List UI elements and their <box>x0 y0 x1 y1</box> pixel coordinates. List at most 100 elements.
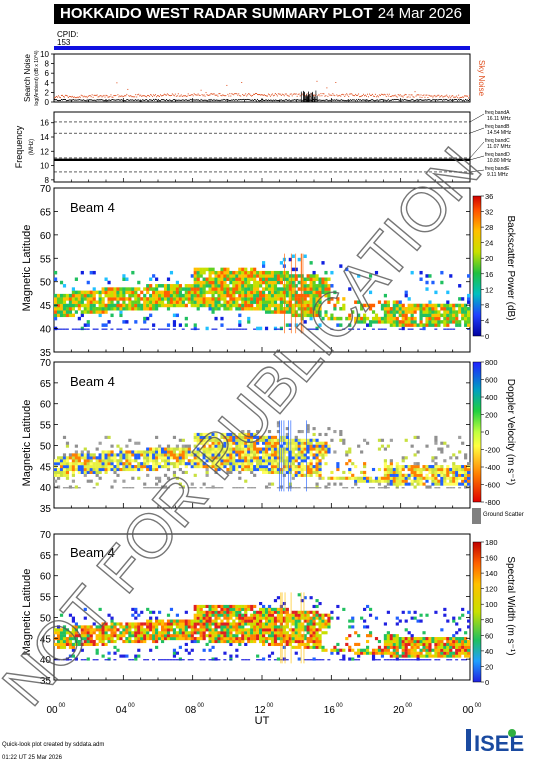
heatmap-cell <box>291 313 295 318</box>
noise-point <box>354 95 356 97</box>
heatmap-floor-cell <box>449 659 453 661</box>
noise-point <box>407 96 409 98</box>
heatmap-cell <box>434 307 438 311</box>
noise-point <box>178 95 180 97</box>
heatmap-cell <box>282 435 286 439</box>
heatmap-cell <box>404 648 408 652</box>
noise-point <box>393 95 395 97</box>
heatmap-cell <box>232 625 236 629</box>
heatmap-cell <box>125 628 129 632</box>
heatmap-cell <box>241 453 245 457</box>
heatmap-cell <box>172 450 177 454</box>
noise-point <box>467 95 469 97</box>
heatmap-cell <box>146 316 150 321</box>
heatmap-floor-cell <box>149 487 153 489</box>
heatmap-cell <box>357 444 361 448</box>
heatmap-cell <box>155 622 159 626</box>
heatmap-cell <box>395 323 399 327</box>
heatmap-floor-cell <box>226 328 230 330</box>
heatmap-cell <box>392 473 396 477</box>
heatmap-cell <box>131 270 135 275</box>
heatmap-cell <box>137 450 141 454</box>
heatmap-cell <box>217 438 221 442</box>
heatmap-cell <box>217 270 221 275</box>
heatmap-cell <box>276 465 281 469</box>
heatmap-cell <box>330 616 334 620</box>
heatmap-cell <box>256 297 260 301</box>
heatmap-cell <box>443 607 447 611</box>
noise-floor-point <box>214 100 216 102</box>
heatmap-cell <box>318 473 322 477</box>
heatmap-cell <box>318 462 322 466</box>
heatmap-cell <box>149 450 153 454</box>
heatmap-cell <box>226 303 230 308</box>
heatmap-cell <box>303 465 307 469</box>
freq-band-leader <box>469 169 485 173</box>
heatmap-cell <box>83 607 87 611</box>
noise-floor-point <box>354 99 356 101</box>
heatmap-cell <box>413 453 417 457</box>
heatmap-cell <box>140 610 144 614</box>
noise-point <box>240 95 242 97</box>
heatmap-cell <box>113 467 117 472</box>
heatmap-cell <box>214 287 218 291</box>
noise-floor-point <box>197 99 199 101</box>
heatmap-cell <box>140 462 144 466</box>
heatmap-cell <box>464 465 468 469</box>
heatmap-cell <box>223 459 227 463</box>
heatmap-cell <box>229 628 233 632</box>
heatmap-floor-cell <box>425 659 429 661</box>
heatmap-cell <box>345 642 349 646</box>
heatmap-cell <box>440 645 444 649</box>
heatmap-cell <box>155 293 159 298</box>
heatmap-cell <box>256 303 260 308</box>
heatmap-floor-cell <box>339 659 343 661</box>
noise-floor-point <box>239 99 241 101</box>
heatmap-cell <box>443 307 447 311</box>
heatmap-cell <box>273 462 278 466</box>
heatmap-cell <box>458 642 462 646</box>
heatmap-cell <box>267 297 272 301</box>
heatmap-cell <box>312 616 316 620</box>
heatmap-cell <box>315 642 319 646</box>
heatmap-cell <box>169 287 174 291</box>
heatmap-cell <box>131 634 135 638</box>
heatmap-cell <box>125 320 129 324</box>
heatmap-cell <box>336 616 340 620</box>
heatmap-cell <box>386 307 390 311</box>
heatmap-cell <box>131 613 135 617</box>
heatmap-cell <box>226 637 230 641</box>
heatmap-cell <box>196 435 200 439</box>
lat-ytick-label: 35 <box>40 676 52 687</box>
heatmap-cell <box>172 293 177 298</box>
heatmap-cell <box>166 297 171 301</box>
heatmap-cell <box>178 467 182 472</box>
heatmap-cell <box>128 625 132 629</box>
lat-ytick-label: 60 <box>40 400 52 411</box>
noise-floor-point <box>149 99 151 101</box>
heatmap-cell <box>128 287 132 291</box>
noise-floor-point <box>290 100 292 102</box>
heatmap-cell <box>276 619 281 623</box>
heatmap-cell <box>202 631 206 635</box>
heatmap-cell <box>98 313 102 318</box>
heatmap-cell <box>247 462 251 466</box>
noise-point <box>133 96 135 98</box>
heatmap-cell <box>137 467 141 472</box>
heatmap-cell <box>270 456 275 460</box>
noise-point <box>333 94 335 96</box>
heatmap-cell <box>443 651 447 655</box>
heatmap-cell <box>196 628 200 632</box>
heatmap-cell <box>407 482 411 486</box>
heatmap-cell <box>131 290 135 295</box>
heatmap-cell <box>146 467 150 472</box>
heatmap-cell <box>163 625 168 629</box>
heatmap-cell <box>345 462 349 466</box>
heatmap-cell <box>226 622 230 626</box>
heatmap-cell <box>440 651 444 655</box>
heatmap-cell <box>407 467 411 472</box>
heatmap-cell <box>71 456 75 460</box>
heatmap-cell <box>229 307 233 311</box>
heatmap-cell <box>288 303 292 308</box>
